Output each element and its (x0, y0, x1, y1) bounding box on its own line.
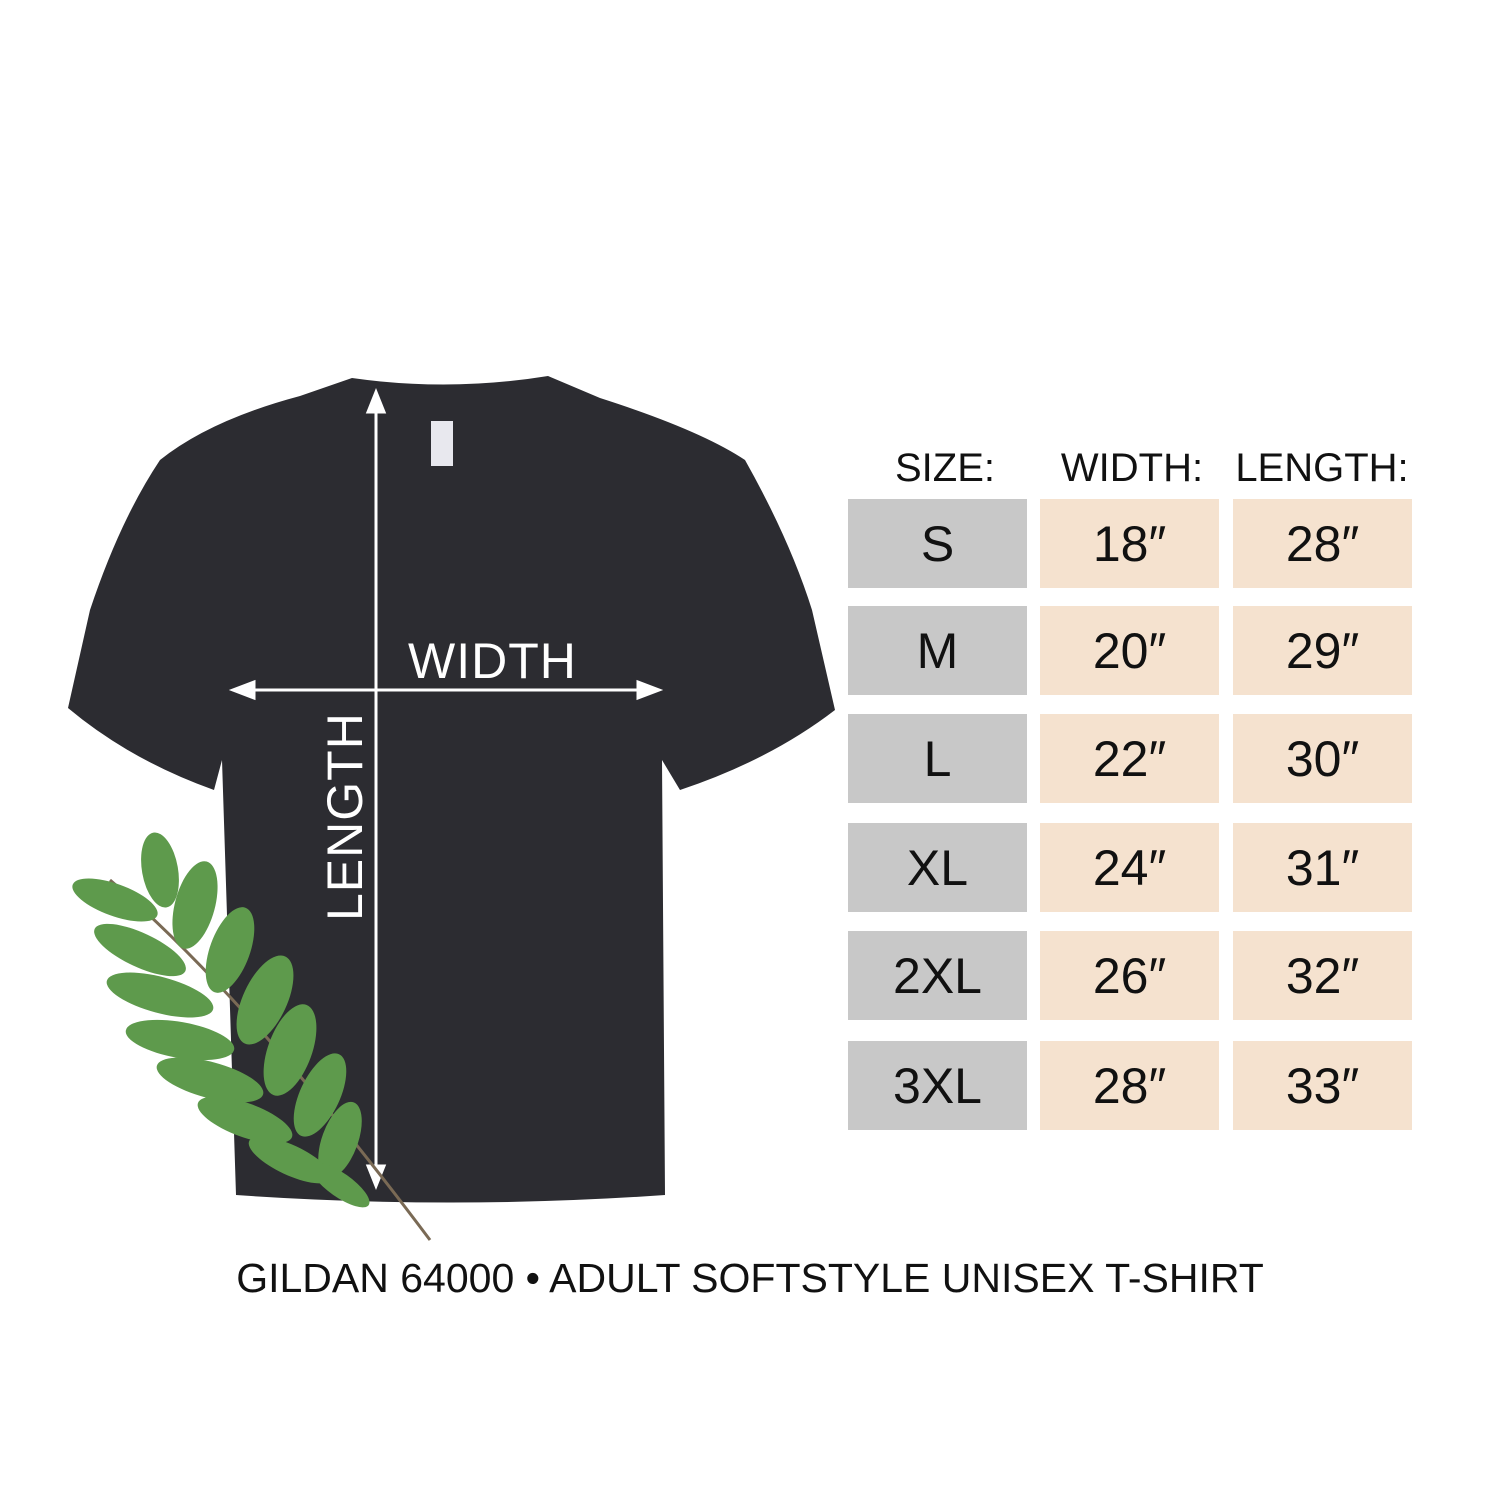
width-arrow (228, 679, 664, 701)
header-width: WIDTH: (1060, 446, 1204, 490)
cell-length: 33″ (1233, 1041, 1412, 1130)
shirt-tag (431, 421, 453, 466)
cell-length: 31″ (1233, 823, 1412, 912)
header-size: SIZE: (894, 446, 996, 490)
cell-size: 2XL (848, 931, 1027, 1020)
cell-length: 30″ (1233, 714, 1412, 803)
cell-width: 24″ (1040, 823, 1219, 912)
cell-size: M (848, 606, 1027, 695)
cell-size: L (848, 714, 1027, 803)
cell-width: 28″ (1040, 1041, 1219, 1130)
width-label: WIDTH (408, 633, 577, 689)
header-length: LENGTH: (1235, 446, 1409, 490)
cell-length: 32″ (1233, 931, 1412, 1020)
leaf-branch-decoration (72, 832, 432, 1241)
cell-width: 18″ (1040, 499, 1219, 588)
cell-width: 26″ (1040, 931, 1219, 1020)
cell-size: S (848, 499, 1027, 588)
length-label: LENGTH (317, 712, 373, 921)
cell-length: 28″ (1233, 499, 1412, 588)
cell-size: XL (848, 823, 1027, 912)
product-caption: GILDAN 64000 • ADULT SOFTSTYLE UNISEX T-… (236, 1255, 1264, 1301)
cell-size: 3XL (848, 1041, 1027, 1130)
cell-length: 29″ (1233, 606, 1412, 695)
cell-width: 22″ (1040, 714, 1219, 803)
cell-width: 20″ (1040, 606, 1219, 695)
length-arrow (365, 387, 387, 1191)
